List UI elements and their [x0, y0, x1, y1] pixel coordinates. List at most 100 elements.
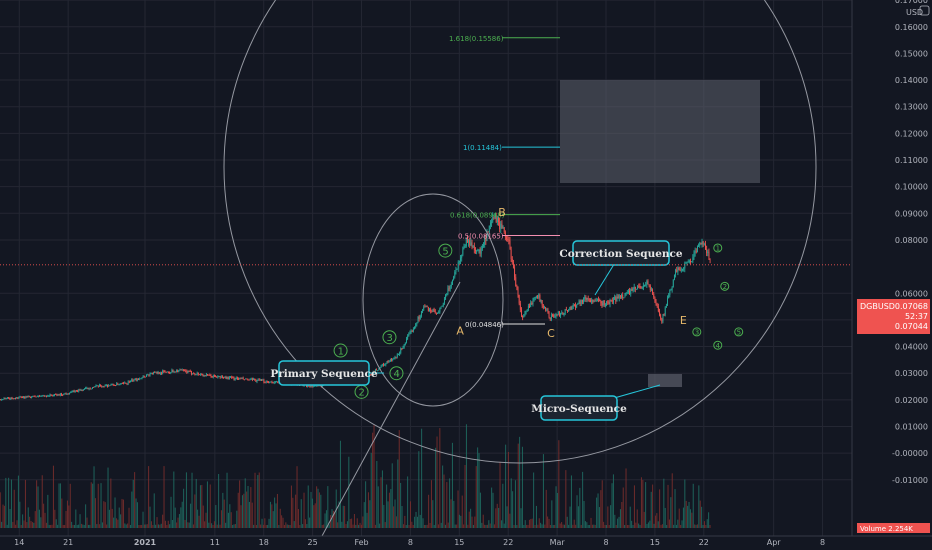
candle-body	[204, 375, 206, 377]
candle-body	[438, 312, 440, 314]
candle-body	[248, 379, 250, 381]
candle-body	[488, 225, 490, 233]
price-tag-countdown: 52:37	[905, 312, 928, 321]
volume-bar	[680, 524, 682, 528]
volume-bar	[618, 516, 620, 528]
volume-bar	[143, 524, 145, 528]
volume-bar	[156, 517, 158, 528]
volume-bar	[503, 523, 505, 528]
volume-bar	[244, 478, 246, 528]
volume-bar	[79, 514, 81, 528]
candle-body	[654, 297, 656, 302]
volume-bar	[295, 494, 297, 528]
volume-bar	[27, 507, 29, 528]
volume-bar	[575, 524, 577, 528]
volume-bar	[47, 494, 49, 528]
volume-bar	[465, 424, 467, 528]
candle-body	[707, 251, 709, 253]
volume-bar	[639, 524, 641, 528]
candle-body	[650, 289, 652, 291]
candle-body	[575, 305, 576, 308]
candle-body	[383, 364, 384, 366]
candle-body	[19, 396, 21, 398]
candle-body	[123, 383, 125, 385]
candle-body	[423, 306, 425, 310]
volume-bar	[351, 518, 353, 528]
volume-bar	[514, 480, 516, 528]
candle-body	[234, 379, 236, 380]
candle-body	[48, 395, 50, 397]
wave-label-impulse-ring	[382, 330, 397, 345]
candle-body	[174, 371, 176, 373]
volume-bar	[264, 518, 266, 528]
volume-bar	[289, 525, 291, 528]
volume-bar	[321, 524, 323, 528]
candle-body	[584, 297, 586, 299]
candle-body	[389, 359, 391, 361]
candle-body	[115, 385, 116, 387]
candle-body	[447, 288, 449, 294]
candle-body	[433, 309, 435, 311]
candle-body	[604, 304, 606, 306]
candle-body	[67, 393, 69, 395]
volume-bar	[601, 480, 603, 528]
volume-bar	[565, 470, 567, 528]
y-tick-label: -0.01000	[892, 476, 928, 485]
candle-body	[202, 375, 204, 376]
candle-body	[101, 386, 103, 388]
volume-bar	[685, 500, 687, 528]
candle-body	[556, 314, 558, 316]
volume-bar	[402, 524, 404, 528]
candle-body	[446, 293, 448, 296]
volume-bar	[230, 512, 232, 528]
candle-body	[475, 249, 476, 251]
callout-primary-box	[278, 360, 370, 386]
volume-bar	[3, 505, 5, 528]
volume-bar	[404, 515, 406, 528]
volume-bar	[110, 478, 112, 528]
candle-body	[110, 384, 112, 386]
candle-body	[690, 261, 691, 263]
volume-bar	[258, 472, 260, 528]
y-tick-label: 0.15000	[895, 49, 928, 58]
candle-body	[564, 309, 566, 314]
candle-body	[653, 293, 655, 298]
wave-label-impulse-ring	[389, 366, 404, 381]
candle-body	[228, 377, 230, 379]
candle-body	[50, 394, 52, 396]
candle-body	[107, 384, 108, 387]
volume-bar	[51, 524, 53, 528]
candle-body	[504, 232, 506, 238]
candle-body	[51, 395, 53, 397]
volume-bar	[568, 524, 570, 528]
volume-bar	[611, 483, 613, 528]
candle-body	[219, 376, 221, 378]
candle-body	[596, 299, 598, 301]
candle-body	[661, 318, 663, 322]
candle-body	[493, 216, 495, 218]
candle-body	[615, 296, 617, 302]
volume-bar	[597, 493, 599, 528]
candle-body	[670, 289, 672, 291]
volume-bar	[703, 521, 705, 528]
volume-bar	[265, 524, 267, 528]
volume-bar	[148, 466, 150, 528]
candle-body	[702, 241, 704, 245]
volume-bar	[279, 508, 281, 528]
candle-body	[72, 390, 74, 392]
volume-bar	[450, 499, 452, 528]
volume-bar	[43, 503, 45, 528]
volume-bar	[218, 473, 220, 528]
volume-bar	[397, 459, 399, 528]
volume-bar	[541, 524, 543, 528]
volume-bar	[489, 523, 491, 528]
candle-body	[600, 301, 602, 304]
volume-bar	[9, 508, 11, 528]
y-tick-label: 0.02000	[895, 396, 928, 405]
volume-bar	[638, 523, 640, 528]
volume-bar	[152, 524, 154, 528]
volume-bar	[281, 515, 283, 528]
volume-bar	[0, 492, 1, 528]
